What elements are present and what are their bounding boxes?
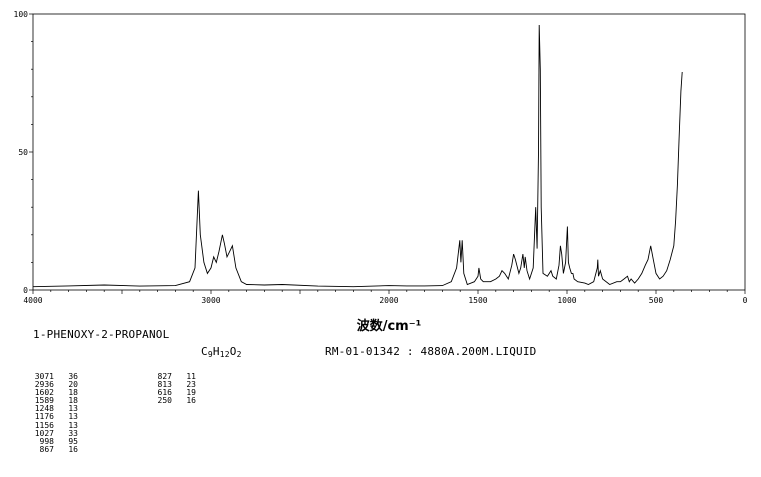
formula-h-count: 12 <box>219 350 230 359</box>
peak-wavenumber: 2936 <box>34 380 54 390</box>
x-tick-label: 500 <box>649 296 664 305</box>
peak-transmittance: 33 <box>68 428 78 438</box>
peak-row: 3071 36 <box>28 372 78 381</box>
peak-wavenumber: 1176 <box>34 412 54 422</box>
peak-wavenumber: 3071 <box>34 372 54 381</box>
plot-border <box>32 13 746 291</box>
peak-transmittance: 20 <box>68 380 78 390</box>
peak-wavenumber: 1602 <box>34 388 54 398</box>
formula-c: C <box>201 345 208 358</box>
peak-row: 1602 18 <box>28 389 78 397</box>
formula-o-count: 2 <box>236 350 242 359</box>
peak-row: 250 16 <box>146 397 196 405</box>
sample-info: RM-01-01342 : 4880A.200M.LIQUID <box>325 345 537 358</box>
peak-wavenumber: 250 <box>157 396 172 406</box>
peak-transmittance: 11 <box>186 372 196 381</box>
peak-wavenumber: 1156 <box>34 420 54 430</box>
peak-row: 1589 18 <box>28 397 78 405</box>
peak-transmittance: 36 <box>68 372 78 381</box>
peak-row: 998 95 <box>28 436 78 446</box>
molecular-formula: C9H12O2 <box>201 345 242 359</box>
peak-transmittance: 16 <box>186 396 196 406</box>
peak-table-column-2: 827 11 813 23 616 19 250 16 <box>146 372 196 405</box>
peak-row: 827 11 <box>146 372 196 381</box>
y-tick-label: 100 <box>14 10 29 19</box>
peak-row: 867 16 <box>28 444 78 454</box>
x-tick-label: 1500 <box>468 296 487 305</box>
peak-table-column-1: 3071 36 2936 20 1602 18 1589 18 1248 13 1176 13 1156… <box>28 372 78 454</box>
peak-transmittance: 18 <box>68 396 78 406</box>
x-tick-label: 3000 <box>201 296 220 305</box>
x-tick-label: 0 <box>743 296 748 305</box>
peak-row: 2936 20 <box>28 380 78 390</box>
y-tick-label: 0 <box>23 286 28 295</box>
peak-wavenumber: 1027 <box>34 428 54 438</box>
y-axis: 0 50 100 <box>14 10 33 295</box>
peak-transmittance: 13 <box>68 420 78 430</box>
peak-wavenumber: 998 <box>39 436 54 446</box>
ir-spectrum-chart: 0 50 100 4000 3000 2000 1500 1000 500 0 波数/cm⁻¹ <box>14 10 748 334</box>
peak-wavenumber: 1589 <box>34 396 54 406</box>
x-axis-label: 波数/cm⁻¹ <box>357 318 422 334</box>
x-tick-label: 4000 <box>23 296 42 305</box>
x-axis: 4000 3000 2000 1500 1000 500 0 <box>23 290 748 305</box>
peak-transmittance: 95 <box>68 436 78 446</box>
x-tick-label: 1000 <box>557 296 576 305</box>
peak-row: 1156 13 <box>28 420 78 430</box>
peak-wavenumber: 827 <box>157 372 172 381</box>
peak-row: 813 23 <box>146 380 196 390</box>
spectrum-line <box>32 24 683 288</box>
formula-o: O <box>229 345 237 358</box>
peak-row: 1176 13 <box>28 413 78 421</box>
peak-row: 1248 13 <box>28 405 78 413</box>
peak-transmittance: 23 <box>186 380 196 390</box>
peak-wavenumber: 813 <box>157 380 172 390</box>
formula-c-count: 9 <box>207 350 213 359</box>
peak-row: 616 19 <box>146 389 196 397</box>
formula-h: H <box>212 345 220 358</box>
peak-wavenumber: 1248 <box>34 404 54 414</box>
plot-frame <box>32 13 746 291</box>
compound-name: 1-PHENOXY-2-PROPANOL <box>33 328 170 341</box>
x-tick-label: 2000 <box>379 296 398 305</box>
peak-wavenumber: 616 <box>157 388 172 398</box>
y-tick-label: 50 <box>18 148 28 157</box>
peak-transmittance: 16 <box>68 444 78 454</box>
peak-row: 1027 33 <box>28 428 78 438</box>
peak-transmittance: 13 <box>68 404 78 414</box>
peak-transmittance: 19 <box>186 388 196 398</box>
peak-transmittance: 13 <box>68 412 78 422</box>
peak-transmittance: 18 <box>68 388 78 398</box>
peak-wavenumber: 867 <box>39 444 54 454</box>
